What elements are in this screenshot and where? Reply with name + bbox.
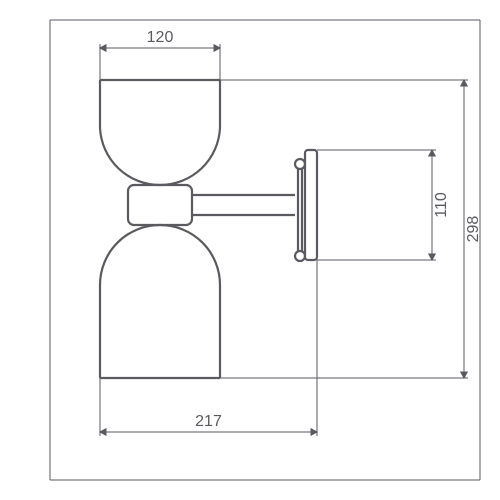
technical-drawing: 120 217 110 298	[0, 0, 500, 500]
dim-217: 217	[195, 413, 222, 430]
dim-110: 110	[433, 192, 450, 218]
dim-120: 120	[147, 29, 174, 46]
dim-298: 298	[465, 216, 482, 243]
